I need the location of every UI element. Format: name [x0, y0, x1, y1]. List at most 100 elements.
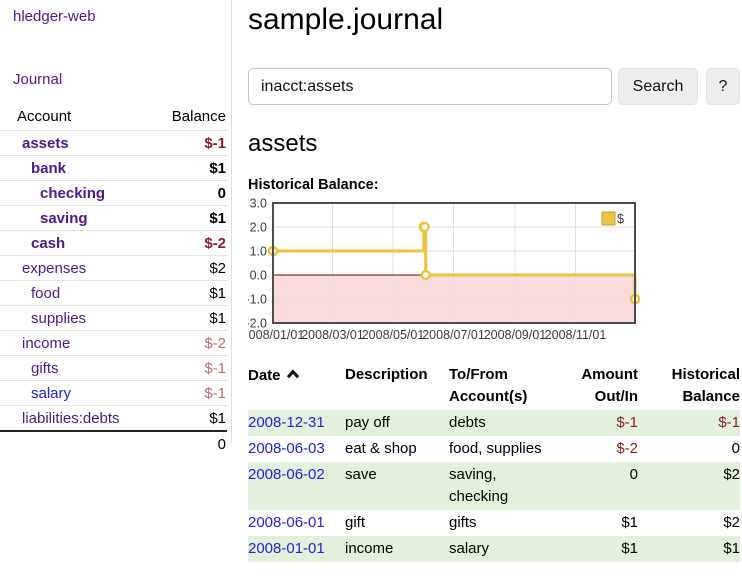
sidebar: hledger-web Journal Account Balance asse…	[0, 0, 232, 453]
x-axis-tick-label: 2008/09/01	[484, 328, 547, 342]
transaction-description: eat & shop	[345, 440, 417, 457]
transaction-balance: $2	[723, 466, 740, 483]
table-row: 2008-01-01 income salary $1 $1	[248, 536, 740, 562]
account-link[interactable]: supplies	[31, 309, 87, 327]
register-body: 2008-12-31 pay off debts $-1 $-1 2008-06-03 ea…	[248, 410, 740, 562]
account-balance: $1	[209, 209, 226, 227]
account-link[interactable]: expenses	[22, 259, 87, 277]
account-link[interactable]: assets	[22, 134, 69, 152]
account-tree-body: assets $-1 bank $1 checking 0 saving $1 cash $-2 e…	[0, 130, 227, 457]
account-tree-table: Account Balance assets $-1 bank $1 checking 0…	[0, 104, 227, 456]
search-button[interactable]: Search	[618, 68, 698, 105]
transaction-description: pay off	[345, 414, 390, 431]
y-axis-tick-label: 2.0	[250, 221, 267, 235]
table-row: 2008-06-02 save saving, checking 0 $2	[248, 462, 740, 510]
y-axis-tick-label: 1.0	[250, 245, 267, 259]
balance-column-header: Historical Balance	[671, 366, 740, 405]
transaction-balance: $-1	[718, 414, 740, 431]
account-tree-total-row: 0	[0, 431, 227, 456]
account-balance: $-2	[204, 334, 226, 352]
transaction-description: save	[345, 466, 377, 483]
x-axis-tick-label: 2008/03/01	[301, 328, 364, 342]
account-balance: $2	[209, 259, 226, 277]
date-column-header[interactable]: Date	[248, 362, 345, 410]
chart-frame	[272, 202, 636, 324]
account-link[interactable]: salary	[31, 384, 72, 402]
table-row: 2008-12-31 pay off debts $-1 $-1	[248, 410, 740, 436]
transaction-balance: $2	[723, 514, 740, 531]
x-axis-tick-label: 2008/05/01	[362, 328, 425, 342]
chart-label: Historical Balance:	[248, 177, 379, 193]
account-balance: $-2	[204, 234, 226, 252]
transaction-amount: $-1	[616, 414, 638, 431]
transaction-date-link[interactable]: 2008-06-03	[248, 440, 325, 457]
transaction-amount: $1	[621, 540, 638, 557]
account-link[interactable]: checking	[40, 184, 106, 202]
search-input[interactable]	[248, 68, 612, 105]
transaction-amount: 0	[629, 466, 638, 483]
account-balance: $1	[209, 409, 226, 427]
data-point-marker	[420, 269, 431, 281]
transaction-date-link[interactable]: 2008-12-31	[248, 414, 325, 431]
app-title-link[interactable]: hledger-web	[13, 8, 96, 25]
sidebar-item-journal[interactable]: Journal	[13, 71, 63, 88]
account-link[interactable]: gifts	[31, 359, 59, 377]
y-axis-tick-label: 0.0	[250, 269, 267, 283]
historical-balance-chart: 3.0 2.0 1.0 0.0 -1.0 -2.02008/01/012008/03/01…	[248, 197, 641, 342]
transaction-accounts: saving, checking	[449, 466, 509, 505]
transaction-accounts: salary	[449, 540, 490, 557]
transaction-description: gift	[345, 514, 366, 531]
legend-swatch	[601, 211, 616, 226]
account-tree-row: income $-2	[0, 330, 227, 356]
account-heading: assets	[248, 130, 318, 157]
page-title: sample.journal	[248, 3, 444, 36]
balance-column-header: Balance	[171, 108, 226, 125]
x-axis-tick-label: 2008/11/01	[545, 328, 607, 342]
account-link[interactable]: income	[22, 334, 71, 352]
account-tree-header-row: Account Balance	[0, 104, 227, 131]
account-balance: $1	[209, 159, 226, 177]
transaction-amount: $-2	[616, 440, 638, 457]
account-tree-row: gifts $-1	[0, 355, 227, 381]
transaction-date-link[interactable]: 2008-06-01	[248, 514, 325, 531]
x-axis-tick-label: 2008/07/01	[422, 328, 485, 342]
transaction-amount: $1	[621, 514, 638, 531]
register-header-row: Date Description To/From Account(s) Amou…	[248, 362, 740, 410]
account-balance: $-1	[204, 134, 226, 152]
account-tree-row: cash $-2	[0, 230, 227, 256]
transaction-date-link[interactable]: 2008-06-02	[248, 466, 325, 483]
accounts-column-header: To/From Account(s)	[449, 366, 528, 405]
account-tree-row: expenses $2	[0, 255, 227, 281]
table-row: 2008-06-03 eat & shop food, supplies $-2 0	[248, 436, 740, 462]
account-tree-row: salary $-1	[0, 380, 227, 406]
sort-ascending-icon	[286, 364, 300, 386]
description-column-header: Description	[345, 366, 428, 383]
account-tree-row: bank $1	[0, 155, 227, 181]
account-balance: $1	[209, 309, 226, 327]
table-row: 2008-06-01 gift gifts $1 $2	[248, 510, 740, 536]
account-tree-row: supplies $1	[0, 305, 227, 331]
search-form: × Search ?	[248, 68, 742, 105]
help-button[interactable]: ?	[706, 68, 740, 105]
account-link[interactable]: liabilities:debts	[22, 409, 120, 427]
transaction-date-link[interactable]: 2008-01-01	[248, 540, 325, 557]
account-link[interactable]: saving	[40, 209, 88, 227]
account-link[interactable]: food	[31, 284, 61, 302]
y-axis-tick-label: 3.0	[250, 197, 267, 211]
data-point-marker	[419, 221, 430, 233]
account-balance: $-1	[204, 384, 226, 402]
transaction-accounts: gifts	[449, 514, 477, 531]
account-tree-row: checking 0	[0, 180, 227, 206]
total-balance: 0	[217, 435, 226, 453]
account-link[interactable]: bank	[31, 159, 67, 177]
account-link[interactable]: cash	[31, 234, 66, 252]
transaction-description: income	[345, 540, 394, 557]
y-axis-tick-label: -1.0	[248, 293, 267, 307]
transaction-accounts: debts	[449, 414, 486, 431]
amount-column-header: Amount Out/In	[581, 366, 638, 405]
transaction-balance: 0	[731, 440, 740, 457]
account-tree-row: assets $-1	[0, 130, 227, 156]
account-balance: 0	[217, 184, 226, 202]
account-tree-row: liabilities:debts $1	[0, 405, 227, 432]
account-column-header: Account	[17, 108, 72, 125]
